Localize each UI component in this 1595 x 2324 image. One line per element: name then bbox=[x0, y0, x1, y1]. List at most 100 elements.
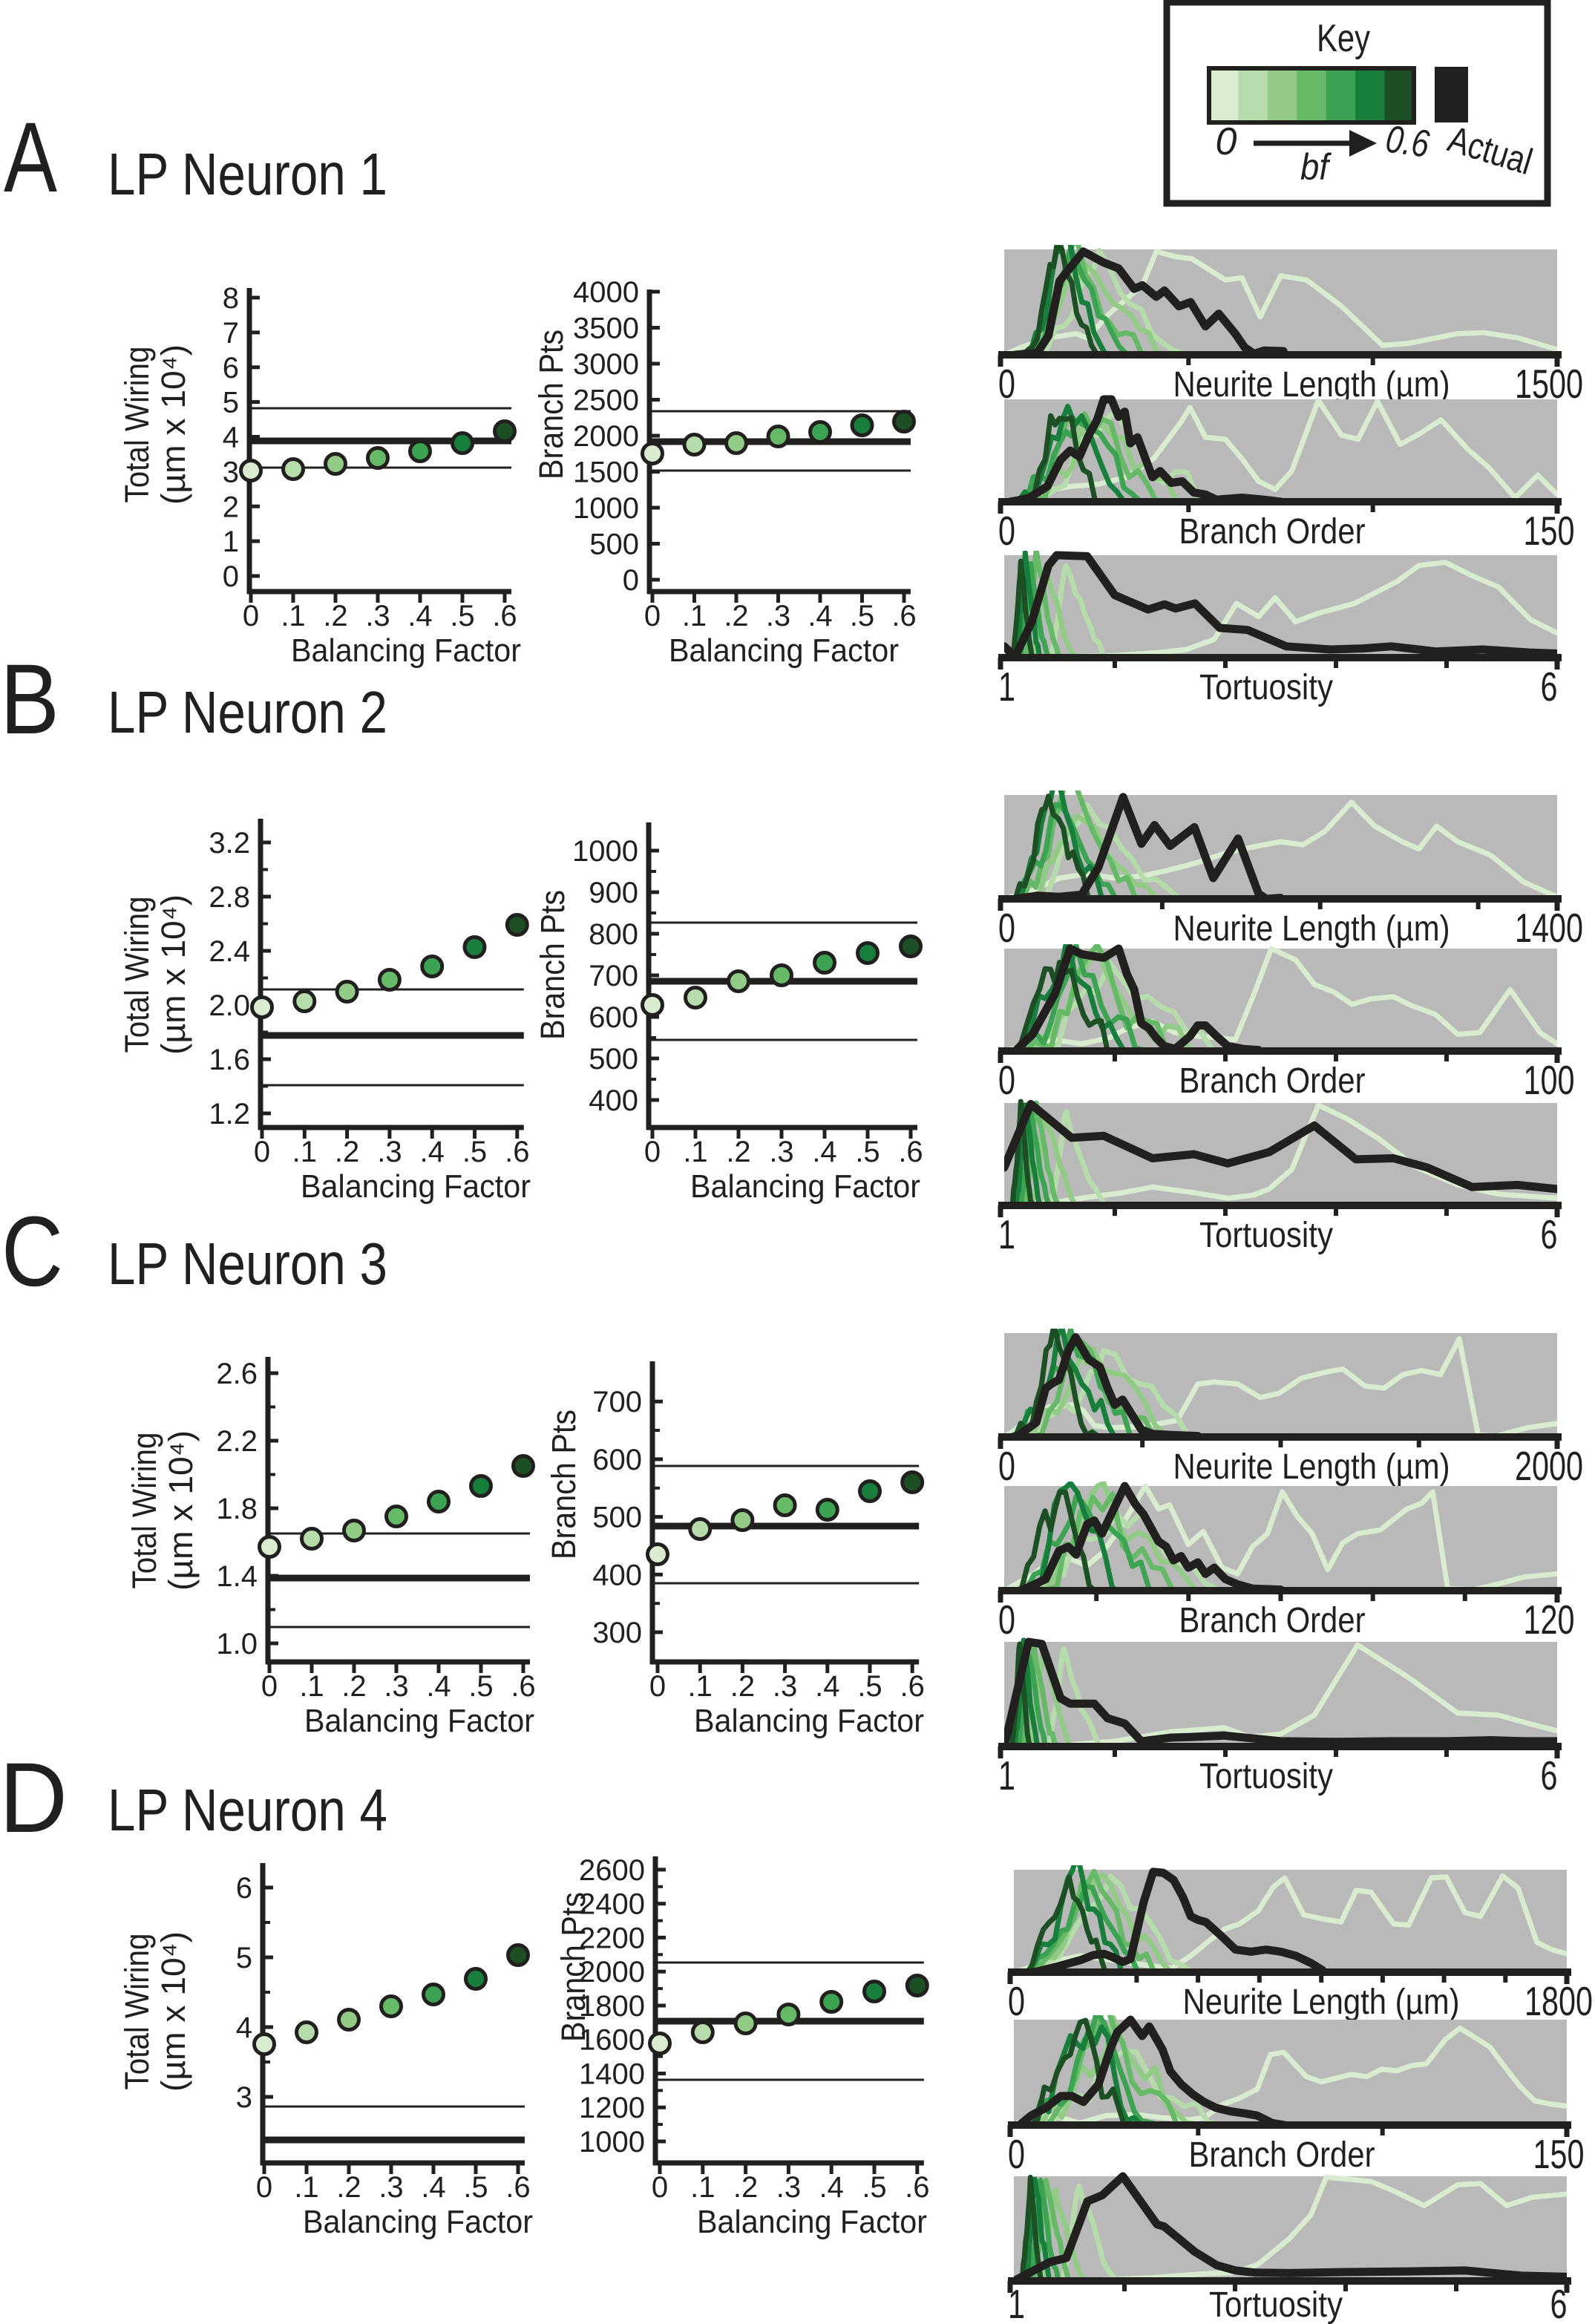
svg-text:Balancing Factor: Balancing Factor bbox=[291, 632, 521, 669]
svg-text:4000: 4000 bbox=[573, 276, 639, 309]
svg-text:0: 0 bbox=[256, 2171, 272, 2204]
svg-text:2500: 2500 bbox=[573, 384, 639, 417]
svg-text:C: C bbox=[1, 1197, 63, 1307]
svg-text:.5: .5 bbox=[462, 1136, 487, 1168]
svg-text:6: 6 bbox=[1550, 2281, 1568, 2324]
svg-text:1000: 1000 bbox=[573, 492, 639, 525]
svg-text:.3: .3 bbox=[379, 2171, 403, 2204]
svg-text:Balancing Factor: Balancing Factor bbox=[694, 1703, 924, 1739]
svg-text:.5: .5 bbox=[855, 1136, 880, 1168]
svg-text:Tortuosity: Tortuosity bbox=[1209, 2285, 1343, 2324]
svg-text:600: 600 bbox=[589, 1001, 638, 1034]
svg-text:.2: .2 bbox=[341, 1670, 366, 1703]
svg-text:.2: .2 bbox=[730, 1670, 755, 1703]
svg-text:2400: 2400 bbox=[579, 1888, 645, 1921]
svg-text:1400: 1400 bbox=[1515, 905, 1583, 951]
svg-text:0: 0 bbox=[254, 1136, 270, 1168]
svg-text:Balancing Factor: Balancing Factor bbox=[304, 1703, 534, 1739]
svg-text:150: 150 bbox=[1533, 2131, 1585, 2177]
svg-text:LP Neuron 3: LP Neuron 3 bbox=[108, 1231, 387, 1297]
svg-text:Branch Order: Branch Order bbox=[1179, 1601, 1366, 1640]
svg-text:500: 500 bbox=[592, 1502, 642, 1534]
svg-text:0: 0 bbox=[998, 361, 1015, 407]
svg-text:0: 0 bbox=[998, 508, 1015, 554]
svg-text:4: 4 bbox=[223, 422, 239, 454]
svg-text:D: D bbox=[0, 1743, 68, 1853]
svg-text:1: 1 bbox=[998, 664, 1015, 710]
svg-text:2.0: 2.0 bbox=[209, 989, 250, 1022]
svg-text:.4: .4 bbox=[421, 2171, 445, 2204]
svg-text:.6: .6 bbox=[900, 1670, 925, 1703]
svg-text:500: 500 bbox=[589, 528, 639, 561]
svg-text:0.6: 0.6 bbox=[1383, 117, 1432, 166]
svg-text:.1: .1 bbox=[299, 1670, 324, 1703]
svg-text:B: B bbox=[0, 644, 59, 755]
svg-text:1.8: 1.8 bbox=[216, 1493, 258, 1525]
svg-text:.3: .3 bbox=[766, 600, 790, 632]
svg-text:.1: .1 bbox=[294, 2171, 318, 2204]
svg-text:.6: .6 bbox=[891, 600, 916, 632]
svg-text:2200: 2200 bbox=[579, 1922, 645, 1954]
svg-text:Tortuosity: Tortuosity bbox=[1199, 1757, 1333, 1796]
svg-text:Key: Key bbox=[1317, 17, 1370, 60]
svg-text:.2: .2 bbox=[323, 600, 347, 632]
svg-text:2.4: 2.4 bbox=[209, 935, 250, 968]
svg-text:.1: .1 bbox=[690, 2171, 715, 2204]
svg-text:Branch Order: Branch Order bbox=[1189, 2135, 1375, 2175]
svg-text:1800: 1800 bbox=[1524, 1978, 1593, 2024]
svg-text:LP Neuron 4: LP Neuron 4 bbox=[108, 1777, 387, 1843]
svg-text:.2: .2 bbox=[336, 2171, 361, 2204]
svg-text:3: 3 bbox=[223, 456, 239, 488]
svg-text:Total Wiring: Total Wiring bbox=[118, 347, 156, 503]
svg-text:100: 100 bbox=[1524, 1057, 1575, 1103]
svg-text:600: 600 bbox=[592, 1444, 642, 1476]
svg-text:0: 0 bbox=[223, 560, 239, 593]
svg-text:.3: .3 bbox=[769, 1136, 793, 1168]
svg-text:LP Neuron 2: LP Neuron 2 bbox=[108, 679, 387, 745]
svg-text:0: 0 bbox=[261, 1670, 278, 1703]
svg-text:Balancing Factor: Balancing Factor bbox=[669, 632, 899, 669]
svg-text:0: 0 bbox=[998, 1443, 1015, 1489]
svg-text:1500: 1500 bbox=[1515, 361, 1583, 407]
svg-text:1.4: 1.4 bbox=[216, 1560, 258, 1593]
svg-text:.2: .2 bbox=[724, 600, 748, 632]
svg-text:Total Wiring: Total Wiring bbox=[118, 1934, 156, 2090]
svg-text:.5: .5 bbox=[450, 600, 474, 632]
svg-text:1500: 1500 bbox=[573, 456, 639, 489]
svg-text:900: 900 bbox=[589, 877, 638, 909]
svg-text:4: 4 bbox=[236, 2012, 252, 2044]
svg-text:Branch Pts: Branch Pts bbox=[545, 1410, 583, 1559]
svg-text:6: 6 bbox=[1541, 1211, 1558, 1257]
svg-text:.3: .3 bbox=[365, 600, 390, 632]
svg-text:0: 0 bbox=[998, 1597, 1015, 1643]
svg-text:.6: .6 bbox=[505, 2171, 530, 2204]
svg-text:700: 700 bbox=[589, 960, 638, 992]
svg-text:(µm x 10⁴): (µm x 10⁴) bbox=[154, 1931, 192, 2092]
svg-text:LP Neuron 1: LP Neuron 1 bbox=[108, 141, 387, 207]
svg-text:400: 400 bbox=[592, 1559, 642, 1591]
svg-text:1000: 1000 bbox=[572, 835, 638, 868]
svg-text:.2: .2 bbox=[733, 2171, 758, 2204]
svg-text:Neurite Length (µm): Neurite Length (µm) bbox=[1183, 1983, 1460, 2022]
svg-text:1: 1 bbox=[998, 1752, 1015, 1798]
svg-text:.3: .3 bbox=[776, 2171, 801, 2204]
svg-text:2.2: 2.2 bbox=[216, 1425, 258, 1458]
svg-text:700: 700 bbox=[592, 1386, 642, 1418]
svg-text:Branch Order: Branch Order bbox=[1179, 1061, 1366, 1101]
svg-text:.3: .3 bbox=[384, 1670, 408, 1703]
svg-text:.6: .6 bbox=[511, 1670, 535, 1703]
svg-text:Balancing Factor: Balancing Factor bbox=[697, 2204, 927, 2240]
svg-text:.1: .1 bbox=[688, 1670, 713, 1703]
svg-text:1600: 1600 bbox=[579, 2024, 645, 2057]
svg-text:5: 5 bbox=[223, 387, 239, 419]
svg-text:.3: .3 bbox=[377, 1136, 402, 1168]
svg-text:.4: .4 bbox=[420, 1136, 445, 1168]
svg-text:2: 2 bbox=[223, 491, 239, 523]
svg-text:1400: 1400 bbox=[579, 2058, 645, 2090]
svg-text:1: 1 bbox=[223, 526, 239, 558]
svg-text:3.2: 3.2 bbox=[209, 827, 250, 860]
svg-text:.2: .2 bbox=[335, 1136, 359, 1168]
svg-text:400: 400 bbox=[589, 1084, 638, 1117]
svg-text:500: 500 bbox=[589, 1043, 638, 1076]
svg-text:6: 6 bbox=[1541, 664, 1558, 710]
